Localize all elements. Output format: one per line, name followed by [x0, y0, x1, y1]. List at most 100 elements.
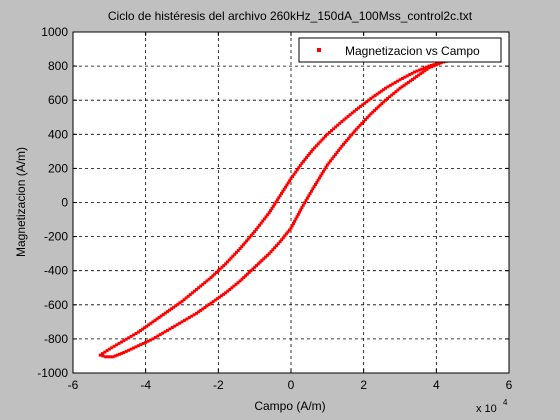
data-point: [129, 334, 133, 338]
data-point: [184, 296, 188, 300]
data-point: [201, 282, 205, 286]
x-tick-label: 6: [506, 378, 513, 392]
data-point: [408, 73, 412, 77]
data-point: [262, 257, 266, 261]
data-point: [383, 86, 387, 90]
data-point: [291, 174, 295, 178]
data-point: [195, 311, 199, 315]
data-point: [273, 202, 277, 206]
data-point: [367, 114, 371, 118]
data-point: [145, 324, 149, 328]
data-point: [109, 355, 113, 359]
data-point: [207, 277, 211, 281]
data-point: [192, 313, 196, 317]
data-point: [322, 136, 326, 140]
data-point: [325, 132, 329, 136]
data-point: [367, 98, 371, 102]
x-tick-label: -4: [140, 378, 151, 392]
data-point: [393, 81, 397, 85]
data-point: [303, 157, 307, 161]
data-point: [249, 269, 253, 273]
data-point: [300, 206, 304, 210]
data-point: [327, 161, 331, 165]
data-point: [247, 270, 251, 274]
data-point: [127, 348, 131, 352]
x-tick-label: 0: [288, 378, 295, 392]
data-point: [313, 146, 317, 150]
y-tick-label: 400: [48, 127, 68, 141]
data-point: [283, 234, 287, 238]
data-point: [415, 75, 419, 79]
data-point: [437, 62, 441, 66]
data-point: [320, 172, 324, 176]
data-point: [294, 217, 298, 221]
data-point: [300, 161, 304, 165]
data-point: [259, 221, 263, 225]
y-tick-label: 200: [48, 161, 68, 175]
data-point: [288, 179, 292, 183]
data-point: [266, 213, 270, 217]
data-point: [289, 177, 293, 181]
data-point: [330, 157, 334, 161]
data-point: [219, 294, 223, 298]
data-point: [203, 305, 207, 309]
data-point: [209, 276, 213, 280]
data-point: [413, 76, 417, 80]
data-point: [325, 163, 329, 167]
data-point: [265, 253, 269, 257]
data-point: [176, 302, 180, 306]
data-point: [139, 343, 143, 347]
data-point: [244, 274, 248, 278]
x-exponent-power: 4: [503, 398, 508, 407]
data-point: [165, 310, 169, 314]
data-point: [220, 265, 224, 269]
data-point: [120, 351, 124, 355]
data-point: [151, 320, 155, 324]
data-point: [124, 337, 128, 341]
y-tick-label: -400: [44, 264, 68, 278]
data-point: [211, 274, 215, 278]
data-point: [236, 248, 240, 252]
data-point: [380, 102, 384, 106]
data-point: [199, 308, 203, 312]
data-point: [101, 354, 105, 358]
y-tick-label: 600: [48, 93, 68, 107]
data-point: [398, 86, 402, 90]
data-point: [245, 239, 249, 243]
data-point: [271, 248, 275, 252]
data-point: [256, 262, 260, 266]
data-point: [136, 344, 140, 348]
data-point: [309, 150, 313, 154]
data-point: [246, 237, 250, 241]
data-point: [421, 70, 425, 74]
data-point: [151, 337, 155, 341]
data-point: [280, 238, 284, 242]
data-point: [231, 254, 235, 258]
data-point: [340, 144, 344, 148]
data-point: [375, 92, 379, 96]
data-point: [216, 269, 220, 273]
data-point: [138, 329, 142, 333]
data-point: [186, 294, 190, 298]
y-tick-label: -800: [44, 332, 68, 346]
data-point: [224, 291, 228, 295]
data-point: [317, 176, 321, 180]
data-point: [141, 341, 145, 345]
data-point: [323, 167, 327, 171]
data-point: [132, 346, 136, 350]
data-point: [298, 163, 302, 167]
data-point: [383, 98, 387, 102]
data-point: [238, 247, 242, 251]
data-point: [427, 66, 431, 70]
data-point: [258, 223, 262, 227]
data-point: [197, 310, 201, 314]
data-point: [197, 286, 201, 290]
data-point: [236, 281, 240, 285]
data-point: [165, 328, 169, 332]
data-point: [299, 208, 303, 212]
data-point: [209, 301, 213, 305]
data-point: [309, 189, 313, 193]
data-point: [316, 178, 320, 182]
legend-label: Magnetizacion vs Campo: [345, 44, 480, 58]
